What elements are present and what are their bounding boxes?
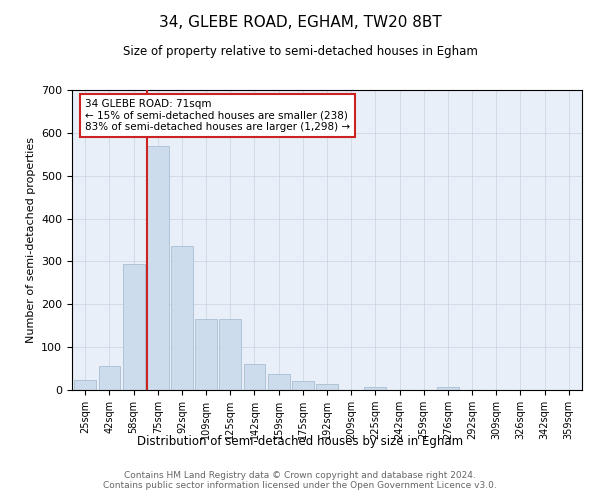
Text: Contains HM Land Registry data © Crown copyright and database right 2024.
Contai: Contains HM Land Registry data © Crown c…	[103, 470, 497, 490]
Bar	[437, 386, 459, 390]
Y-axis label: Number of semi-detached properties: Number of semi-detached properties	[26, 137, 35, 343]
Text: 34 GLEBE ROAD: 71sqm
← 15% of semi-detached houses are smaller (238)
83% of semi: 34 GLEBE ROAD: 71sqm ← 15% of semi-detac…	[85, 99, 350, 132]
Text: Size of property relative to semi-detached houses in Egham: Size of property relative to semi-detach…	[122, 45, 478, 58]
Bar	[268, 374, 290, 390]
Bar	[74, 380, 96, 390]
Bar	[147, 146, 169, 390]
Bar	[364, 386, 386, 390]
Text: 34, GLEBE ROAD, EGHAM, TW20 8BT: 34, GLEBE ROAD, EGHAM, TW20 8BT	[158, 15, 442, 30]
Bar	[195, 320, 217, 390]
Bar	[292, 382, 314, 390]
Bar	[316, 384, 338, 390]
Bar	[220, 320, 241, 390]
Bar	[244, 364, 265, 390]
Bar	[123, 264, 145, 390]
Bar	[98, 366, 121, 390]
Text: Distribution of semi-detached houses by size in Egham: Distribution of semi-detached houses by …	[137, 435, 463, 448]
Bar	[171, 246, 193, 390]
